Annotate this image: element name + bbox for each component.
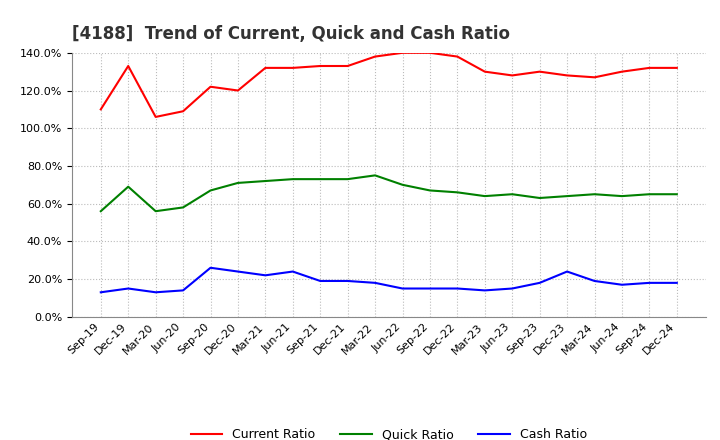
Current Ratio [261, 65, 270, 70]
Quick Ratio [645, 191, 654, 197]
Current Ratio [536, 69, 544, 74]
Quick Ratio [343, 176, 352, 182]
Current Ratio [316, 63, 325, 69]
Cash Ratio [453, 286, 462, 291]
Quick Ratio [508, 191, 516, 197]
Quick Ratio [618, 194, 626, 199]
Line: Quick Ratio: Quick Ratio [101, 176, 677, 211]
Cash Ratio [618, 282, 626, 287]
Current Ratio [563, 73, 572, 78]
Quick Ratio [151, 209, 160, 214]
Quick Ratio [371, 173, 379, 178]
Cash Ratio [480, 288, 489, 293]
Cash Ratio [316, 279, 325, 284]
Current Ratio [426, 50, 434, 55]
Cash Ratio [508, 286, 516, 291]
Cash Ratio [398, 286, 407, 291]
Cash Ratio [206, 265, 215, 271]
Quick Ratio [480, 194, 489, 199]
Current Ratio [398, 50, 407, 55]
Quick Ratio [233, 180, 242, 186]
Quick Ratio [563, 194, 572, 199]
Current Ratio [618, 69, 626, 74]
Line: Cash Ratio: Cash Ratio [101, 268, 677, 292]
Cash Ratio [645, 280, 654, 286]
Quick Ratio [261, 178, 270, 183]
Cash Ratio [151, 290, 160, 295]
Quick Ratio [672, 191, 681, 197]
Quick Ratio [453, 190, 462, 195]
Current Ratio [206, 84, 215, 89]
Current Ratio [124, 63, 132, 69]
Legend: Current Ratio, Quick Ratio, Cash Ratio: Current Ratio, Quick Ratio, Cash Ratio [186, 423, 592, 440]
Cash Ratio [124, 286, 132, 291]
Cash Ratio [233, 269, 242, 274]
Current Ratio [480, 69, 489, 74]
Quick Ratio [124, 184, 132, 189]
Cash Ratio [536, 280, 544, 286]
Current Ratio [179, 109, 187, 114]
Quick Ratio [206, 188, 215, 193]
Current Ratio [645, 65, 654, 70]
Cash Ratio [563, 269, 572, 274]
Cash Ratio [672, 280, 681, 286]
Line: Current Ratio: Current Ratio [101, 53, 677, 117]
Quick Ratio [96, 209, 105, 214]
Quick Ratio [398, 182, 407, 187]
Current Ratio [343, 63, 352, 69]
Quick Ratio [316, 176, 325, 182]
Cash Ratio [343, 279, 352, 284]
Cash Ratio [426, 286, 434, 291]
Quick Ratio [590, 191, 599, 197]
Current Ratio [672, 65, 681, 70]
Cash Ratio [261, 273, 270, 278]
Current Ratio [151, 114, 160, 120]
Quick Ratio [426, 188, 434, 193]
Cash Ratio [371, 280, 379, 286]
Cash Ratio [179, 288, 187, 293]
Current Ratio [508, 73, 516, 78]
Current Ratio [453, 54, 462, 59]
Quick Ratio [536, 195, 544, 201]
Cash Ratio [96, 290, 105, 295]
Current Ratio [233, 88, 242, 93]
Quick Ratio [179, 205, 187, 210]
Text: [4188]  Trend of Current, Quick and Cash Ratio: [4188] Trend of Current, Quick and Cash … [72, 25, 510, 43]
Current Ratio [289, 65, 297, 70]
Cash Ratio [289, 269, 297, 274]
Quick Ratio [289, 176, 297, 182]
Current Ratio [96, 107, 105, 112]
Current Ratio [590, 75, 599, 80]
Current Ratio [371, 54, 379, 59]
Cash Ratio [590, 279, 599, 284]
